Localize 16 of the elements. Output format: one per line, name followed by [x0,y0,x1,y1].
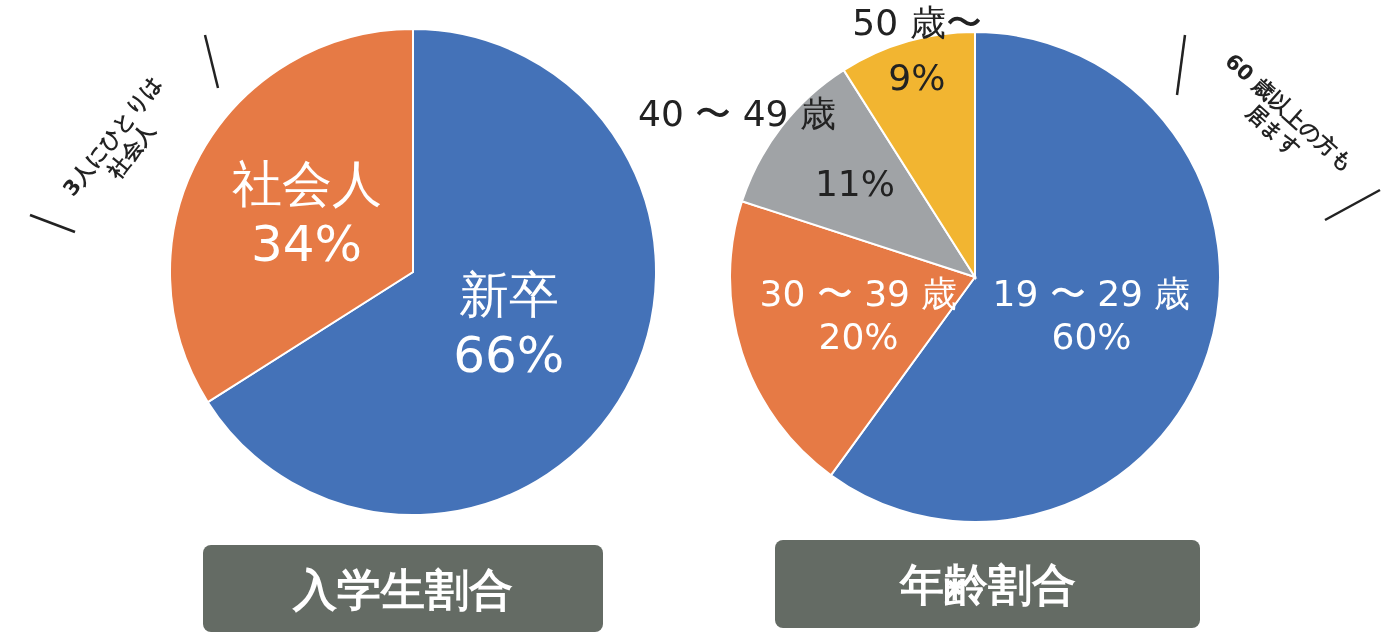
data-label: 66% [453,326,565,385]
slice-label: 新卒 [458,266,559,325]
slice-label: 19 〜 29 歳 [992,272,1191,314]
slice-label: 50 歳〜 [852,2,982,44]
text: 3人にひとりは 社会人 [58,70,167,201]
slice-label: 30 〜 39 歳 [759,272,958,314]
data-label: 60% [1051,316,1132,358]
data-label: 20% [818,316,899,358]
data-label: 34% [250,214,363,273]
text: 60 歳以上の方も 居ます [1220,48,1359,177]
slice-label: 40 〜 49 歳 [638,92,836,134]
data-label: 9% [888,56,946,98]
slice-label: 社会人 [231,154,382,213]
text: 入学生割合 [292,563,513,615]
text: 年齢割合 [898,559,1076,610]
data-label: 11% [814,163,895,205]
